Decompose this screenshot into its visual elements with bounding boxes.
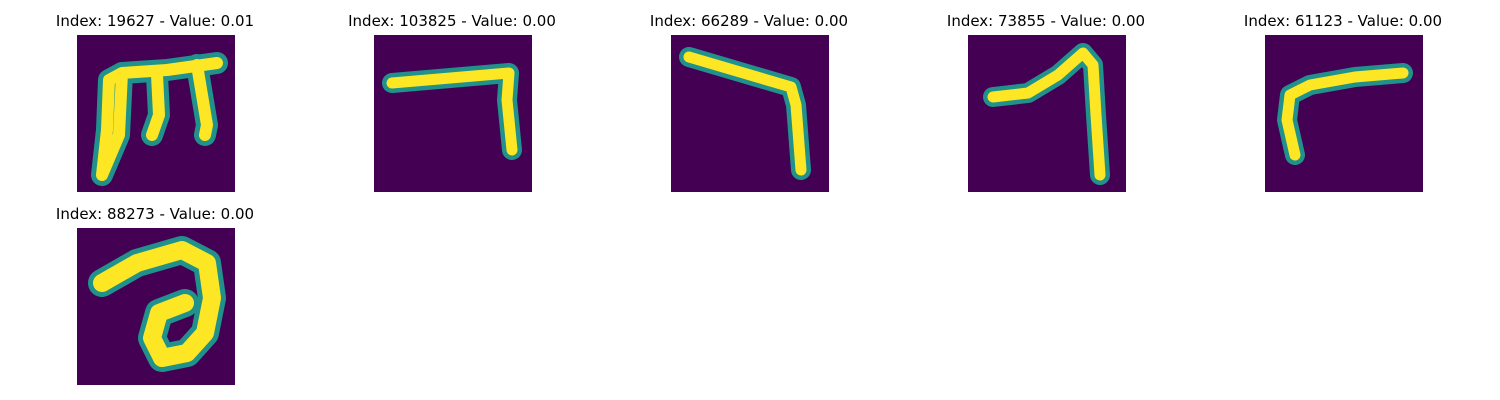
panel-title: Index: 103825 - Value: 0.00 <box>348 12 556 30</box>
panel-3: Index: 66289 - Value: 0.00 <box>599 0 899 192</box>
panel-4: Index: 73855 - Value: 0.00 <box>896 0 1196 192</box>
panel-6: Index: 88273 - Value: 0.00 <box>5 193 305 385</box>
glyph-image <box>77 228 235 385</box>
panel-title: Index: 19627 - Value: 0.01 <box>55 12 255 30</box>
glyph-image <box>968 35 1126 192</box>
panel-title: Index: 73855 - Value: 0.00 <box>946 12 1146 30</box>
panel-2: Index: 103825 - Value: 0.00 <box>302 0 602 192</box>
panel-title: Index: 66289 - Value: 0.00 <box>649 12 849 30</box>
panel-5: Index: 61123 - Value: 0.00 <box>1193 0 1493 192</box>
glyph-image <box>374 35 532 192</box>
panel-1: Index: 19627 - Value: 0.01 <box>5 0 305 192</box>
glyph-image <box>671 35 829 192</box>
panel-title: Index: 61123 - Value: 0.00 <box>1243 12 1443 30</box>
glyph-image <box>77 35 235 192</box>
glyph-image <box>1265 35 1423 192</box>
panel-title: Index: 88273 - Value: 0.00 <box>55 205 255 223</box>
